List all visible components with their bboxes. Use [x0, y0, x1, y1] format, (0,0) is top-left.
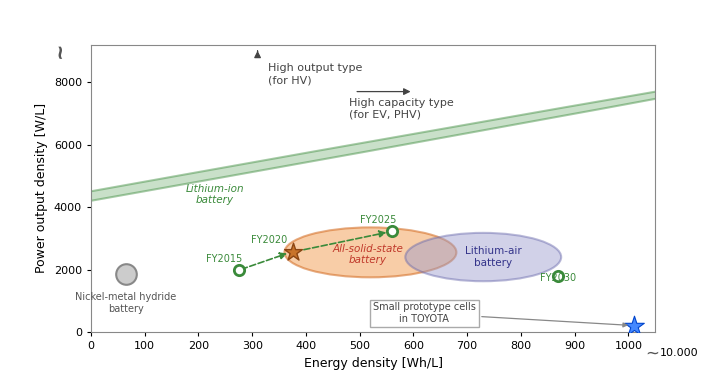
Text: All-solid-state
battery: All-solid-state battery [332, 244, 403, 265]
Text: FY2020: FY2020 [251, 235, 288, 245]
Point [553, 273, 564, 279]
Point [386, 228, 397, 234]
Text: Nickel-metal hydride
battery: Nickel-metal hydride battery [75, 292, 177, 314]
Y-axis label: Power output density [W/L]: Power output density [W/L] [35, 103, 48, 273]
Point [287, 249, 298, 255]
Ellipse shape [0, 54, 728, 298]
Text: ~: ~ [50, 41, 68, 58]
Text: Lithium-air
battery: Lithium-air battery [464, 246, 521, 268]
Text: FY2030: FY2030 [540, 273, 577, 283]
Text: 10.000: 10.000 [660, 348, 699, 358]
Text: High capacity type
(for EV, PHV): High capacity type (for EV, PHV) [349, 98, 454, 119]
Point [233, 267, 245, 273]
Text: FY2015: FY2015 [206, 254, 242, 264]
Text: FY2025: FY2025 [360, 215, 397, 225]
Ellipse shape [405, 233, 561, 281]
Text: High output type
(for HV): High output type (for HV) [269, 63, 363, 85]
Point [120, 271, 132, 277]
Text: Lithium-ion
battery: Lithium-ion battery [185, 184, 244, 206]
Point [628, 323, 639, 329]
Ellipse shape [285, 228, 456, 278]
Text: Small prototype cells
in TOYOTA: Small prototype cells in TOYOTA [373, 303, 627, 327]
Text: ~: ~ [646, 344, 660, 362]
X-axis label: Energy density [Wh/L]: Energy density [Wh/L] [304, 357, 443, 370]
